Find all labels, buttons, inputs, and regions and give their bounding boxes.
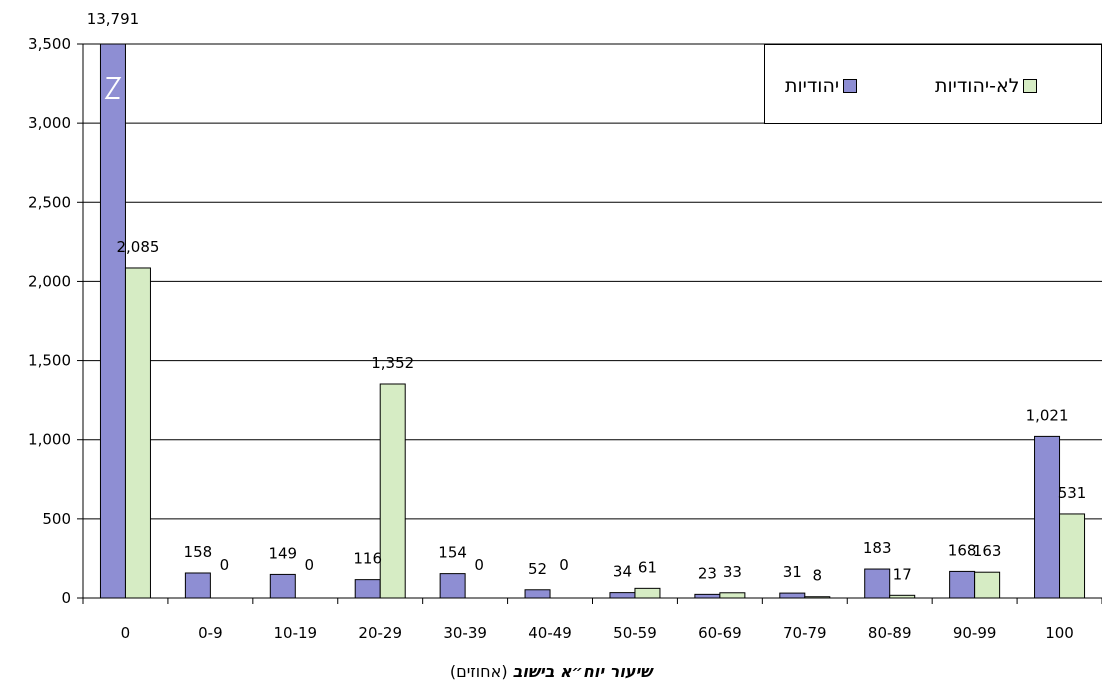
legend-swatch-nonjewish: [1023, 79, 1038, 93]
x-tick-label: 70-79: [783, 624, 827, 642]
x-tick-label: 60-69: [698, 624, 742, 642]
data-label: 1,021: [1026, 406, 1069, 424]
x-axis-label-rest: (אחוזים): [449, 662, 513, 681]
bar-nonjewish: [719, 592, 746, 599]
data-label: 13,791: [87, 10, 140, 28]
bar-nonjewish: [974, 571, 1001, 599]
data-label: 163: [973, 542, 1002, 560]
bar-jewish: [864, 568, 891, 599]
x-tick-label: 100: [1045, 624, 1074, 642]
y-tick-label: 2,000: [28, 272, 71, 290]
y-tick-label: 2,500: [28, 193, 71, 211]
bar-nonjewish: [634, 587, 661, 599]
data-label: 149: [268, 544, 297, 562]
legend-swatch-jewish: [843, 79, 858, 93]
bar-jewish: [269, 573, 296, 599]
data-label: 0: [220, 556, 230, 574]
data-label: 33: [723, 563, 742, 581]
legend: יהודיות לא-יהודיות: [764, 44, 1102, 124]
bar-nonjewish: [1059, 513, 1086, 599]
x-tick-label: 30-39: [443, 624, 487, 642]
x-axis-label-bold: שיעור יוח״א בישוב: [512, 662, 653, 681]
x-tick-labels: 0 0-9 10-19 20-29 30-39 40-49 50-59 60-69 70-79 8…: [121, 624, 1074, 642]
x-axis-label: שיעור יוח״א בישוב (אחוזים): [0, 662, 1102, 681]
x-tick-label: 50-59: [613, 624, 657, 642]
bar-jewish: [524, 589, 551, 599]
legend-item-nonjewish: לא-יהודיות: [935, 75, 1038, 97]
bar-jewish: [694, 593, 721, 599]
bar-nonjewish: [379, 383, 406, 599]
bar-jewish: [779, 592, 806, 599]
x-tick-label: 80-89: [868, 624, 912, 642]
data-label: 0: [474, 556, 484, 574]
data-label: 531: [1058, 484, 1087, 502]
y-tick-label: 1,500: [28, 352, 71, 370]
data-label: 183: [863, 539, 892, 557]
y-tick-label: 500: [42, 510, 71, 528]
x-tick-label: 0-9: [198, 624, 223, 642]
data-label: 158: [184, 543, 213, 561]
x-tick-label: 0: [121, 624, 131, 642]
data-label: 1,352: [371, 354, 414, 372]
data-label: 17: [893, 565, 912, 583]
data-labels: 13,791 2,085 158 0 149 0 116 1,352 154 0 52 0 34 61 23…: [87, 10, 1087, 585]
bars: [99, 43, 1086, 599]
y-tick-label: 3,000: [28, 114, 71, 132]
data-label: 31: [783, 563, 802, 581]
axis-break-mark: [104, 77, 122, 99]
bar-jewish: [184, 572, 211, 599]
legend-item-jewish: יהודיות: [785, 75, 858, 97]
bar-jewish: [609, 592, 636, 599]
data-label: 116: [353, 550, 382, 568]
y-tick-label: 0: [61, 589, 71, 607]
data-label: 34: [613, 563, 632, 581]
bar-jewish: [439, 573, 466, 599]
bar-jewish: [354, 579, 381, 599]
bar-jewish: [1034, 435, 1061, 599]
y-tick-label: 3,500: [28, 35, 71, 53]
data-label: 0: [305, 556, 315, 574]
data-label: 61: [638, 558, 657, 576]
bar-nonjewish: [124, 267, 151, 599]
axes: [77, 43, 1102, 604]
y-tick-labels: 0 500 1,000 1,500 2,000 2,500 3,000 3,500: [28, 35, 71, 607]
data-label: 0: [559, 556, 569, 574]
gridlines: [83, 43, 1102, 520]
x-tick-label: 20-29: [358, 624, 402, 642]
data-label: 154: [438, 544, 467, 562]
data-label: 23: [698, 564, 717, 582]
x-tick-label: 90-99: [953, 624, 997, 642]
data-label: 52: [528, 560, 547, 578]
data-label: 2,085: [116, 238, 159, 256]
data-label: 168: [948, 541, 977, 559]
data-label: 8: [813, 567, 823, 585]
bar-jewish: [949, 570, 976, 599]
x-tick-label: 40-49: [528, 624, 572, 642]
y-tick-label: 1,000: [28, 431, 71, 449]
bar-jewish: [99, 43, 126, 599]
legend-label-nonjewish: לא-יהודיות: [935, 75, 1020, 97]
legend-label-jewish: יהודיות: [785, 75, 840, 97]
x-tick-label: 10-19: [273, 624, 317, 642]
